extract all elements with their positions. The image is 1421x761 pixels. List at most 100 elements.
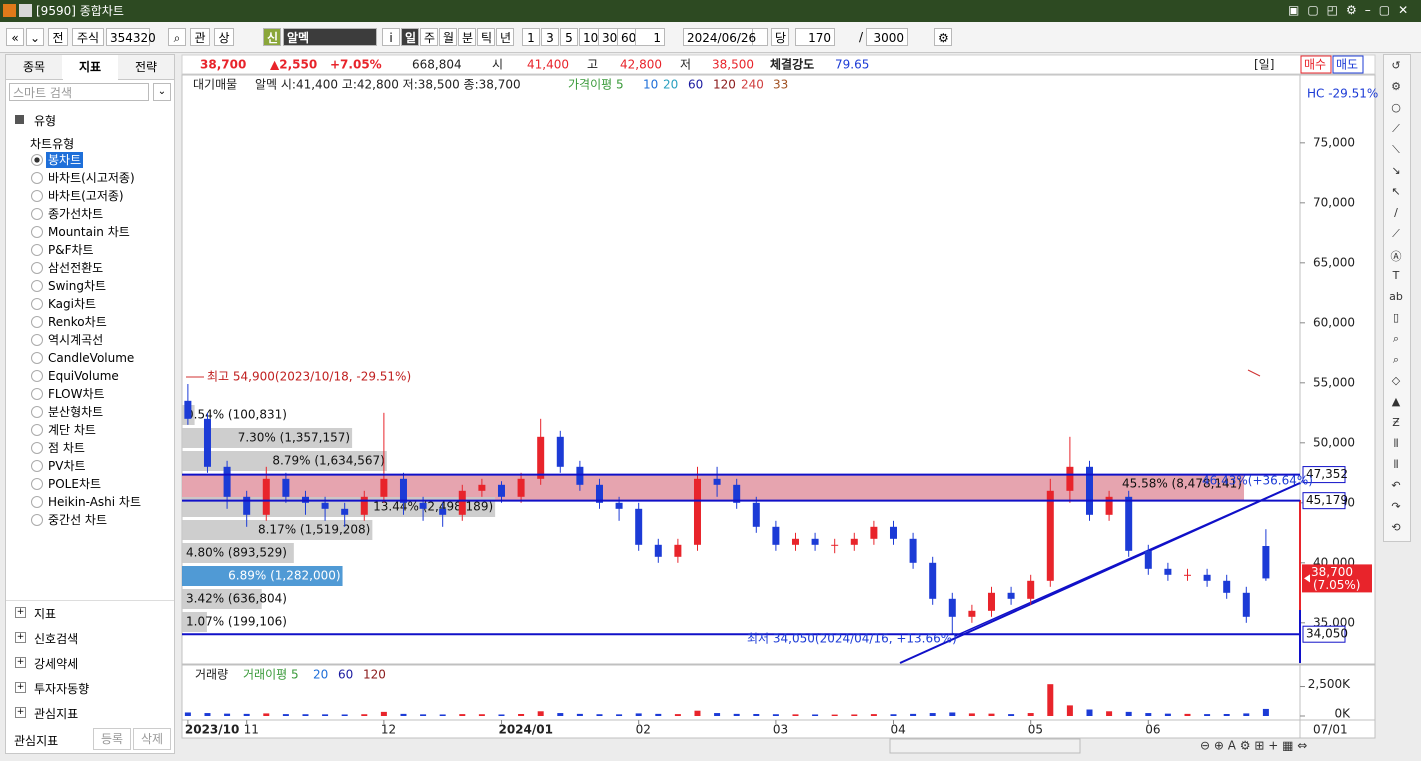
tool-icon[interactable]: ⟋ bbox=[1392, 227, 1400, 240]
tool-icon[interactable]: ▯ bbox=[1392, 311, 1400, 324]
expand-icon[interactable]: + bbox=[15, 682, 26, 693]
radio[interactable] bbox=[31, 514, 43, 526]
toolbar-item[interactable]: 알멕 bbox=[283, 28, 377, 46]
radio[interactable] bbox=[31, 334, 43, 346]
chart-type-item[interactable]: 바차트(시고저종) bbox=[48, 171, 135, 185]
chart-type-item[interactable]: Swing차트 bbox=[48, 279, 107, 293]
nav-button[interactable]: « bbox=[6, 28, 24, 46]
tool-icon[interactable]: ◇ bbox=[1391, 374, 1401, 387]
chart-type-item[interactable]: Mountain 차트 bbox=[48, 225, 130, 239]
chart-type-item[interactable]: 분산형차트 bbox=[48, 405, 104, 419]
toolbar-item[interactable]: 분 bbox=[458, 28, 476, 46]
tool-icon[interactable]: ↶ bbox=[1391, 479, 1401, 492]
tool-icon[interactable]: ⟲ bbox=[1391, 521, 1401, 534]
toolbar-item[interactable]: 5 bbox=[560, 28, 578, 46]
radio[interactable] bbox=[31, 172, 43, 184]
radio[interactable] bbox=[31, 208, 43, 220]
radio[interactable] bbox=[31, 406, 43, 418]
toolbar-item[interactable]: 10 bbox=[579, 28, 599, 46]
expand-button[interactable]: ⌄ bbox=[153, 83, 171, 101]
radio[interactable] bbox=[31, 478, 43, 490]
toolbar-item[interactable]: 1 bbox=[635, 28, 665, 46]
expand-icon[interactable]: + bbox=[15, 707, 26, 718]
chart-type-item[interactable]: Heikin-Ashi 차트 bbox=[48, 495, 141, 509]
radio[interactable] bbox=[31, 460, 43, 472]
tool-icon[interactable]: ↷ bbox=[1391, 500, 1401, 513]
chart-type-item[interactable]: CandleVolume bbox=[48, 351, 135, 365]
tool-icon[interactable]: ⫴ bbox=[1393, 458, 1399, 471]
tool-icon[interactable]: ∕ bbox=[1394, 206, 1398, 219]
expand-icon[interactable]: + bbox=[15, 632, 26, 643]
tool-icon[interactable]: T bbox=[1392, 269, 1400, 282]
chart-type-item[interactable]: P&F차트 bbox=[48, 243, 94, 257]
menu-item[interactable]: 지표 bbox=[34, 607, 57, 621]
radio[interactable] bbox=[31, 190, 43, 202]
toolbar-item[interactable]: 년 bbox=[496, 28, 514, 46]
tool-icon[interactable]: ⌕ bbox=[1392, 353, 1400, 366]
tool-icon[interactable]: ↺ bbox=[1391, 59, 1401, 72]
buy-button-bg[interactable] bbox=[1300, 55, 1332, 74]
radio[interactable] bbox=[31, 262, 43, 274]
radio[interactable] bbox=[31, 424, 43, 436]
radio[interactable] bbox=[31, 154, 43, 166]
tool-icon[interactable]: Ƶ bbox=[1392, 416, 1400, 429]
toolbar-item[interactable]: i bbox=[382, 28, 400, 46]
radio[interactable] bbox=[31, 226, 43, 238]
chart-type-item[interactable]: Kagi차트 bbox=[48, 297, 97, 311]
menu-item[interactable]: 강세약세 bbox=[34, 657, 79, 671]
expand-icon[interactable]: + bbox=[15, 657, 26, 668]
buy-button[interactable]: 매수 bbox=[1304, 58, 1326, 72]
radio[interactable] bbox=[31, 316, 43, 328]
radio[interactable] bbox=[31, 244, 43, 256]
tool-icon[interactable]: ⌕ bbox=[1392, 332, 1400, 345]
chart-type-item[interactable]: POLE차트 bbox=[48, 477, 102, 491]
chart-type-item[interactable]: FLOW차트 bbox=[48, 387, 105, 401]
chart-type-item[interactable]: 점 차트 bbox=[48, 441, 85, 455]
toolbar-item[interactable]: 월 bbox=[439, 28, 457, 46]
radio[interactable] bbox=[31, 442, 43, 454]
menu-item[interactable]: 투자자동향 bbox=[34, 682, 90, 696]
chart-type-item[interactable]: 삼선전환도 bbox=[48, 261, 104, 275]
toolbar-item[interactable]: 일 bbox=[401, 28, 419, 46]
tool-icon[interactable]: ↘ bbox=[1391, 164, 1401, 177]
chart-type-item[interactable]: PV차트 bbox=[48, 459, 86, 473]
chart-type-item[interactable]: EquiVolume bbox=[48, 369, 119, 383]
window-controls[interactable]: ▣▢◰⚙–▢✕ bbox=[1288, 3, 1417, 17]
radio[interactable] bbox=[31, 370, 43, 382]
footer-button[interactable]: 삭제 bbox=[133, 728, 171, 750]
search-button[interactable]: ⌕ bbox=[168, 28, 186, 46]
toolbar-item[interactable]: 틱 bbox=[477, 28, 495, 46]
toolbar-item[interactable]: 354320 bbox=[106, 28, 156, 46]
menu-item[interactable]: 신호검색 bbox=[34, 632, 79, 646]
chart-type-item[interactable]: 바차트(고저종) bbox=[48, 189, 124, 203]
chart-type-item[interactable]: 계단 차트 bbox=[48, 423, 96, 437]
chart-type-item[interactable]: Renko차트 bbox=[48, 315, 107, 329]
toolbar-item[interactable]: 주 bbox=[420, 28, 438, 46]
radio[interactable] bbox=[31, 280, 43, 292]
tool-icon[interactable]: Ⓐ bbox=[1390, 250, 1402, 263]
toolbar-item[interactable]: 전 bbox=[48, 28, 68, 46]
menu-item[interactable]: 관심지표 bbox=[34, 707, 79, 721]
chart-type-item[interactable]: 역시계곡선 bbox=[48, 333, 104, 347]
toolbar-item[interactable]: 당 bbox=[771, 28, 789, 46]
tool-icon[interactable]: ○ bbox=[1391, 101, 1401, 114]
toolbar-item[interactable]: 관 bbox=[190, 28, 210, 46]
panel-tab[interactable]: 전략 bbox=[118, 55, 175, 80]
sell-button-bg[interactable] bbox=[1332, 55, 1364, 74]
radio[interactable] bbox=[31, 352, 43, 364]
chart-type-item[interactable]: 종가선차트 bbox=[48, 207, 104, 221]
radio[interactable] bbox=[31, 496, 43, 508]
toolbar-item[interactable]: 170 bbox=[795, 28, 835, 46]
toolbar-item[interactable]: 1 bbox=[522, 28, 540, 46]
settings-button[interactable]: ⚙ bbox=[934, 28, 952, 46]
tool-icon[interactable]: ⟍ bbox=[1392, 143, 1400, 156]
panel-tab[interactable]: 지표 bbox=[62, 55, 119, 79]
toolbar-item[interactable]: 신 bbox=[263, 28, 281, 46]
radio[interactable] bbox=[31, 298, 43, 310]
search-box[interactable]: 스마트 검색 bbox=[9, 83, 149, 101]
sell-button[interactable]: 매도 bbox=[1336, 58, 1358, 72]
chart-type-item[interactable]: 봉차트 bbox=[46, 152, 84, 168]
toolbar-item[interactable]: 3 bbox=[541, 28, 559, 46]
tool-icon[interactable]: ⚙ bbox=[1391, 80, 1401, 93]
help-icon[interactable] bbox=[19, 4, 32, 17]
